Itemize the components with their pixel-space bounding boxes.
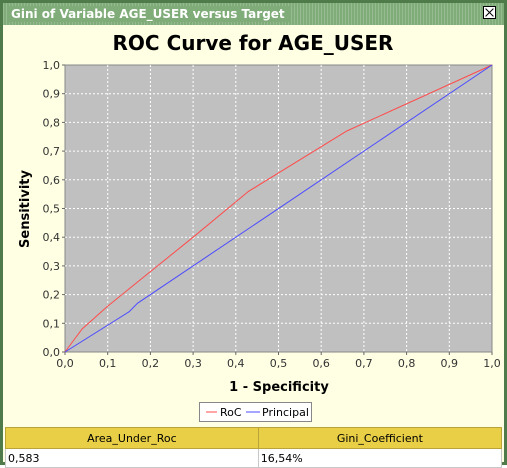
window-title: Gini of Variable AGE_USER versus Target — [7, 6, 289, 22]
legend-principal-label: Principal — [262, 406, 309, 419]
y-tick-label: 0,5 — [43, 203, 61, 216]
x-tick-label: 0,3 — [184, 357, 202, 370]
y-tick-label: 0,7 — [43, 145, 61, 158]
header-gini-coefficient[interactable]: Gini_Coefficient — [257, 427, 503, 449]
chart-title: ROC Curve for AGE_USER — [113, 31, 394, 55]
roc-chart: ROC Curve for AGE_USER 0,0 0,0 0,1 0,1 0,2 0,… — [3, 25, 504, 423]
y-tick-label: 0,6 — [43, 174, 61, 187]
x-tick-label: 0,5 — [270, 357, 288, 370]
header-area-under-roc[interactable]: Area_Under_Roc — [5, 427, 259, 449]
x-tick-label: 1,0 — [483, 357, 501, 370]
y-tick-label: 0,0 — [43, 346, 61, 359]
x-tick-label: 0,6 — [312, 357, 330, 370]
roc-chart-svg: ROC Curve for AGE_USER 0,00,00,10,10,20,… — [18, 31, 501, 395]
x-tick-label: 0,7 — [355, 357, 373, 370]
chart-legend: RoC Principal — [199, 402, 312, 422]
x-tick-label: 0,9 — [441, 357, 459, 370]
stats-table: Area_Under_Roc Gini_Coefficient 0,583 16… — [5, 427, 503, 468]
y-tick-label: 0,8 — [43, 116, 61, 129]
x-tick-label: 0,4 — [227, 357, 245, 370]
series-lines — [64, 64, 493, 353]
x-tick-label: 0,1 — [99, 357, 117, 370]
x-axis-label: 1 - Specificity — [229, 380, 329, 395]
y-tick-label: 0,9 — [43, 88, 61, 101]
x-tick-label: 0,8 — [398, 357, 416, 370]
legend-roc-label: RoC — [220, 406, 242, 419]
x-tick-label: 0,0 — [56, 357, 74, 370]
close-icon[interactable] — [483, 6, 496, 19]
y-tick-label: 0,4 — [43, 231, 61, 244]
x-tick-label: 0,2 — [142, 357, 160, 370]
y-tick-label: 0,1 — [43, 317, 61, 330]
y-tick-label: 0,3 — [43, 260, 61, 273]
y-tick-label: 1,0 — [43, 59, 61, 72]
series-line-roc — [64, 64, 493, 353]
y-axis-label: Sensitivity — [18, 170, 33, 248]
table-row: 0,583 16,54% — [5, 448, 503, 468]
title-bar[interactable]: Gini of Variable AGE_USER versus Target — [3, 3, 504, 25]
axis-ticks: 0,00,0 0,1 0,1 0,2 0,2 0,3 0,3 0,4 0,4 0,5 0,5 0,6 0… — [43, 59, 501, 370]
y-tick-label: 0,2 — [43, 289, 61, 302]
series-line-principal — [64, 64, 493, 353]
value-gini-coefficient[interactable]: 16,54% — [257, 448, 503, 468]
